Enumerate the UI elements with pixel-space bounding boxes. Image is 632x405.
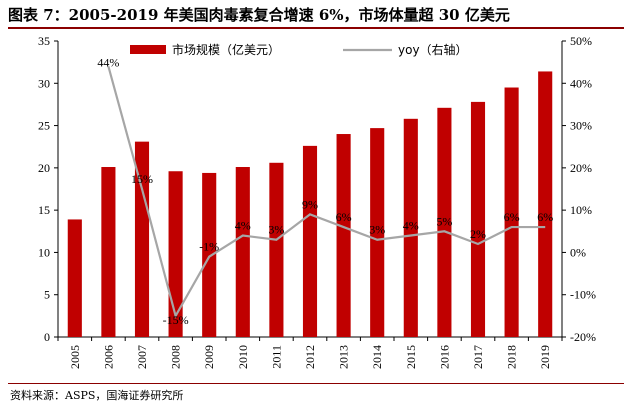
x-axis-tick-label: 2018 — [505, 345, 519, 369]
left-axis-tick-label: 5 — [44, 288, 50, 302]
legend-bar-label: 市场规模（亿美元） — [172, 42, 280, 57]
left-axis-tick-label: 0 — [44, 330, 50, 344]
x-axis-tick-label: 2016 — [437, 345, 451, 369]
yoy-data-label: 3% — [369, 223, 385, 237]
yoy-data-label: 9% — [302, 197, 318, 211]
x-axis-tick-label: 2013 — [337, 345, 351, 369]
x-axis-tick-label: 2011 — [269, 345, 283, 369]
bar — [538, 71, 553, 338]
right-axis-tick-label: 10% — [570, 203, 592, 217]
bar — [101, 167, 116, 337]
x-axis-tick-label: 2010 — [236, 345, 250, 369]
yoy-data-label: 4% — [403, 219, 419, 233]
source-note: 资料来源：ASPS，国海证券研究所 — [10, 389, 184, 402]
bar — [235, 167, 250, 337]
legend-line-label: yoy（右轴） — [398, 42, 468, 57]
x-axis-tick-label: 2017 — [471, 345, 485, 369]
bar — [67, 219, 82, 337]
bar — [202, 172, 217, 337]
right-axis-tick-label: 20% — [570, 161, 592, 175]
yoy-data-label: -15% — [163, 313, 189, 327]
yoy-data-label: 3% — [268, 223, 284, 237]
left-axis-tick-label: 10 — [38, 245, 50, 259]
bar — [168, 171, 183, 337]
x-axis-tick-label: 2014 — [370, 345, 384, 369]
bar — [437, 107, 452, 337]
bar — [504, 87, 519, 337]
source-divider — [8, 383, 624, 384]
yoy-data-label: -1% — [199, 240, 219, 254]
right-axis-tick-label: -10% — [570, 288, 596, 302]
title-divider — [8, 27, 624, 29]
chart-title: 图表 7：2005-2019 年美国肉毒素复合增速 6%，市场体量超 30 亿美… — [8, 6, 510, 24]
x-axis-tick-label: 2005 — [68, 345, 82, 369]
right-axis-tick-label: 30% — [570, 119, 592, 133]
x-axis-tick-label: 2006 — [101, 345, 115, 369]
bar — [370, 128, 385, 337]
x-axis-tick-label: 2009 — [202, 345, 216, 369]
x-axis-tick-label: 2007 — [135, 345, 149, 369]
yoy-data-label: 6% — [504, 210, 520, 224]
yoy-data-label: 6% — [336, 210, 352, 224]
yoy-data-label: 4% — [235, 219, 251, 233]
right-axis-tick-label: 0% — [570, 245, 586, 259]
bar — [336, 134, 351, 337]
left-axis-tick-label: 30 — [38, 76, 50, 90]
bar — [134, 141, 150, 337]
bar — [403, 118, 418, 337]
x-axis-tick-label: 2019 — [538, 345, 552, 369]
bar — [269, 162, 284, 337]
x-axis-tick-label: 2008 — [169, 345, 183, 369]
bar — [302, 145, 318, 337]
bar — [470, 101, 486, 338]
x-axis-tick-label: 2015 — [404, 345, 418, 369]
left-axis-tick-label: 20 — [38, 161, 50, 175]
yoy-data-label: 15% — [131, 172, 153, 186]
left-axis-tick-label: 25 — [38, 119, 50, 133]
yoy-data-label: 6% — [537, 210, 553, 224]
right-axis-tick-label: 40% — [570, 76, 592, 90]
yoy-data-label: 5% — [436, 214, 452, 228]
right-axis-tick-label: 50% — [570, 34, 592, 48]
left-axis-tick-label: 35 — [38, 34, 50, 48]
right-axis-tick-label: -20% — [570, 330, 596, 344]
left-axis-tick-label: 15 — [38, 203, 50, 217]
legend-bar-swatch — [130, 45, 166, 54]
yoy-data-label: 44% — [97, 55, 119, 69]
yoy-line — [107, 66, 546, 319]
yoy-data-label: 2% — [470, 227, 486, 241]
x-axis-tick-label: 2012 — [303, 345, 317, 369]
